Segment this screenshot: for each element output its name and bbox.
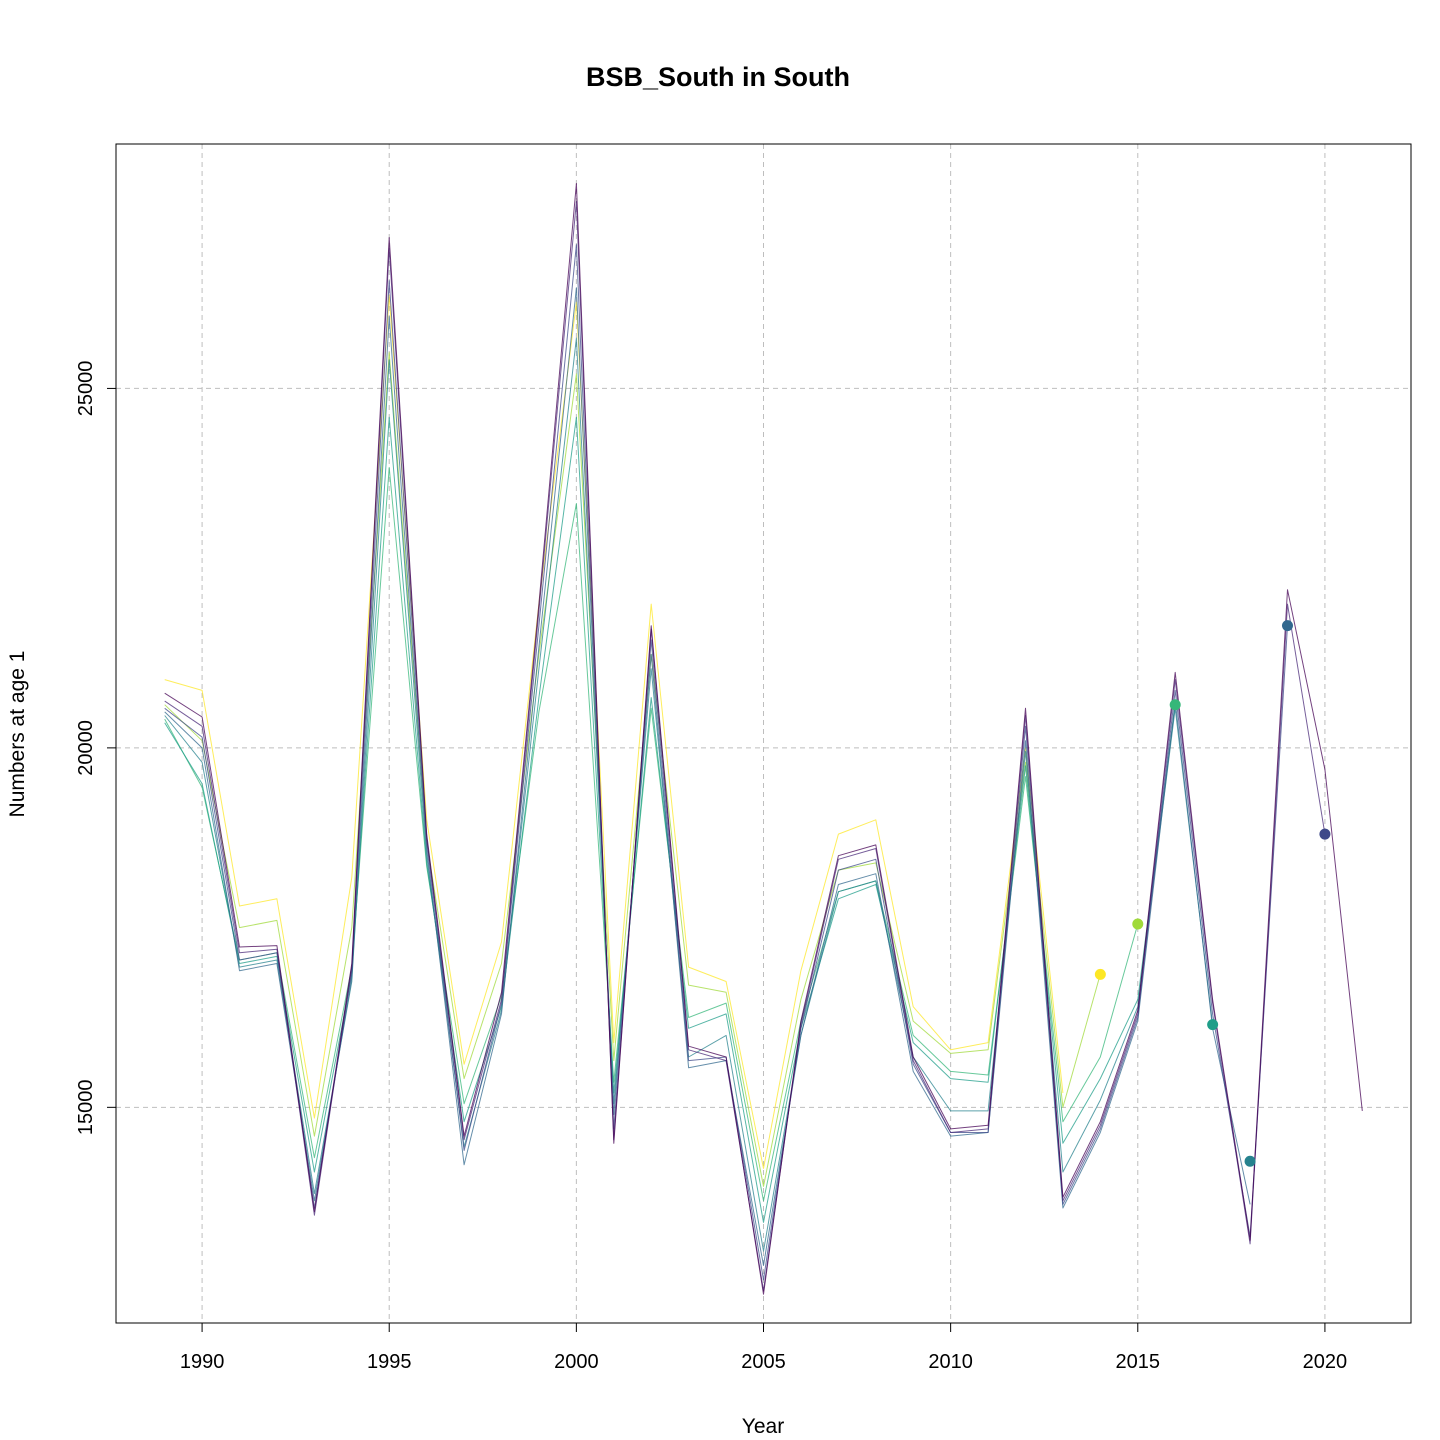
series-line: [164, 201, 1326, 1292]
data-point: [1244, 1155, 1256, 1167]
data-point: [1094, 968, 1106, 980]
series-line: [164, 244, 1288, 1281]
series-line: [164, 294, 1064, 1169]
series-line: [164, 352, 1101, 1187]
data-point: [1319, 828, 1331, 840]
x-tick-label: 1995: [367, 1351, 412, 1373]
x-tick-label: 2005: [741, 1351, 786, 1373]
x-tick-label: 2000: [554, 1351, 599, 1373]
x-tick-label: 2020: [1303, 1351, 1348, 1373]
data-point: [1281, 620, 1293, 632]
y-axis: 15000 20000 25000: [75, 361, 116, 1136]
x-axis-label: Year: [742, 1415, 784, 1438]
series-line: [164, 467, 1139, 1202]
grid: [116, 144, 1411, 1323]
terminal-points: [1094, 620, 1331, 1167]
y-tick-label: 25000: [75, 361, 97, 417]
series-line: [164, 287, 1251, 1266]
series-line: [164, 183, 1363, 1295]
data-point: [1169, 699, 1181, 711]
y-tick-label: 15000: [75, 1080, 97, 1136]
data-point: [1207, 1019, 1219, 1031]
x-tick-label: 2015: [1116, 1351, 1161, 1373]
data-point: [1132, 918, 1144, 930]
chart-title: BSB_South in South: [586, 62, 850, 92]
x-tick-label: 1990: [180, 1351, 225, 1373]
y-axis-label: Numbers at age 1: [6, 651, 29, 818]
y-tick-label: 20000: [75, 720, 97, 776]
series-lines: [164, 183, 1363, 1295]
x-axis: 1990 1995 2000 2005 2010 2015 2020: [180, 1323, 1347, 1373]
x-tick-label: 2010: [928, 1351, 973, 1373]
